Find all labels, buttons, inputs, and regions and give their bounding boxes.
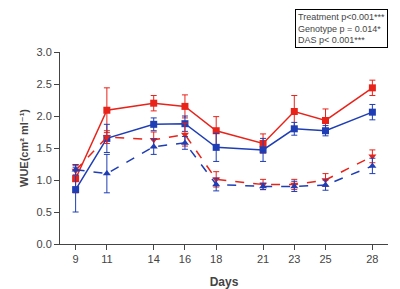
svg-text:28: 28	[366, 253, 378, 265]
svg-text:18: 18	[210, 253, 222, 265]
svg-text:14: 14	[148, 253, 160, 265]
svg-text:0.0: 0.0	[37, 238, 52, 250]
svg-text:2.0: 2.0	[37, 110, 52, 122]
svg-text:11: 11	[101, 253, 112, 265]
svg-text:1.0: 1.0	[37, 174, 52, 186]
svg-text:23: 23	[288, 253, 300, 265]
svg-text:2.5: 2.5	[37, 78, 52, 90]
svg-text:Treatment p<0.001***Genotype p: Treatment p<0.001***Genotype p = 0.014*D…	[298, 12, 385, 45]
svg-text:16: 16	[179, 253, 191, 265]
svg-text:1.5: 1.5	[37, 142, 52, 154]
svg-text:Days: Days	[210, 275, 239, 289]
svg-text:3.0: 3.0	[37, 46, 52, 58]
svg-text:25: 25	[319, 253, 331, 265]
svg-text:21: 21	[257, 253, 269, 265]
svg-text:WUE(cm² ml⁻¹): WUE(cm² ml⁻¹)	[18, 109, 30, 187]
svg-text:0.5: 0.5	[37, 206, 52, 218]
svg-text:9: 9	[73, 253, 79, 265]
